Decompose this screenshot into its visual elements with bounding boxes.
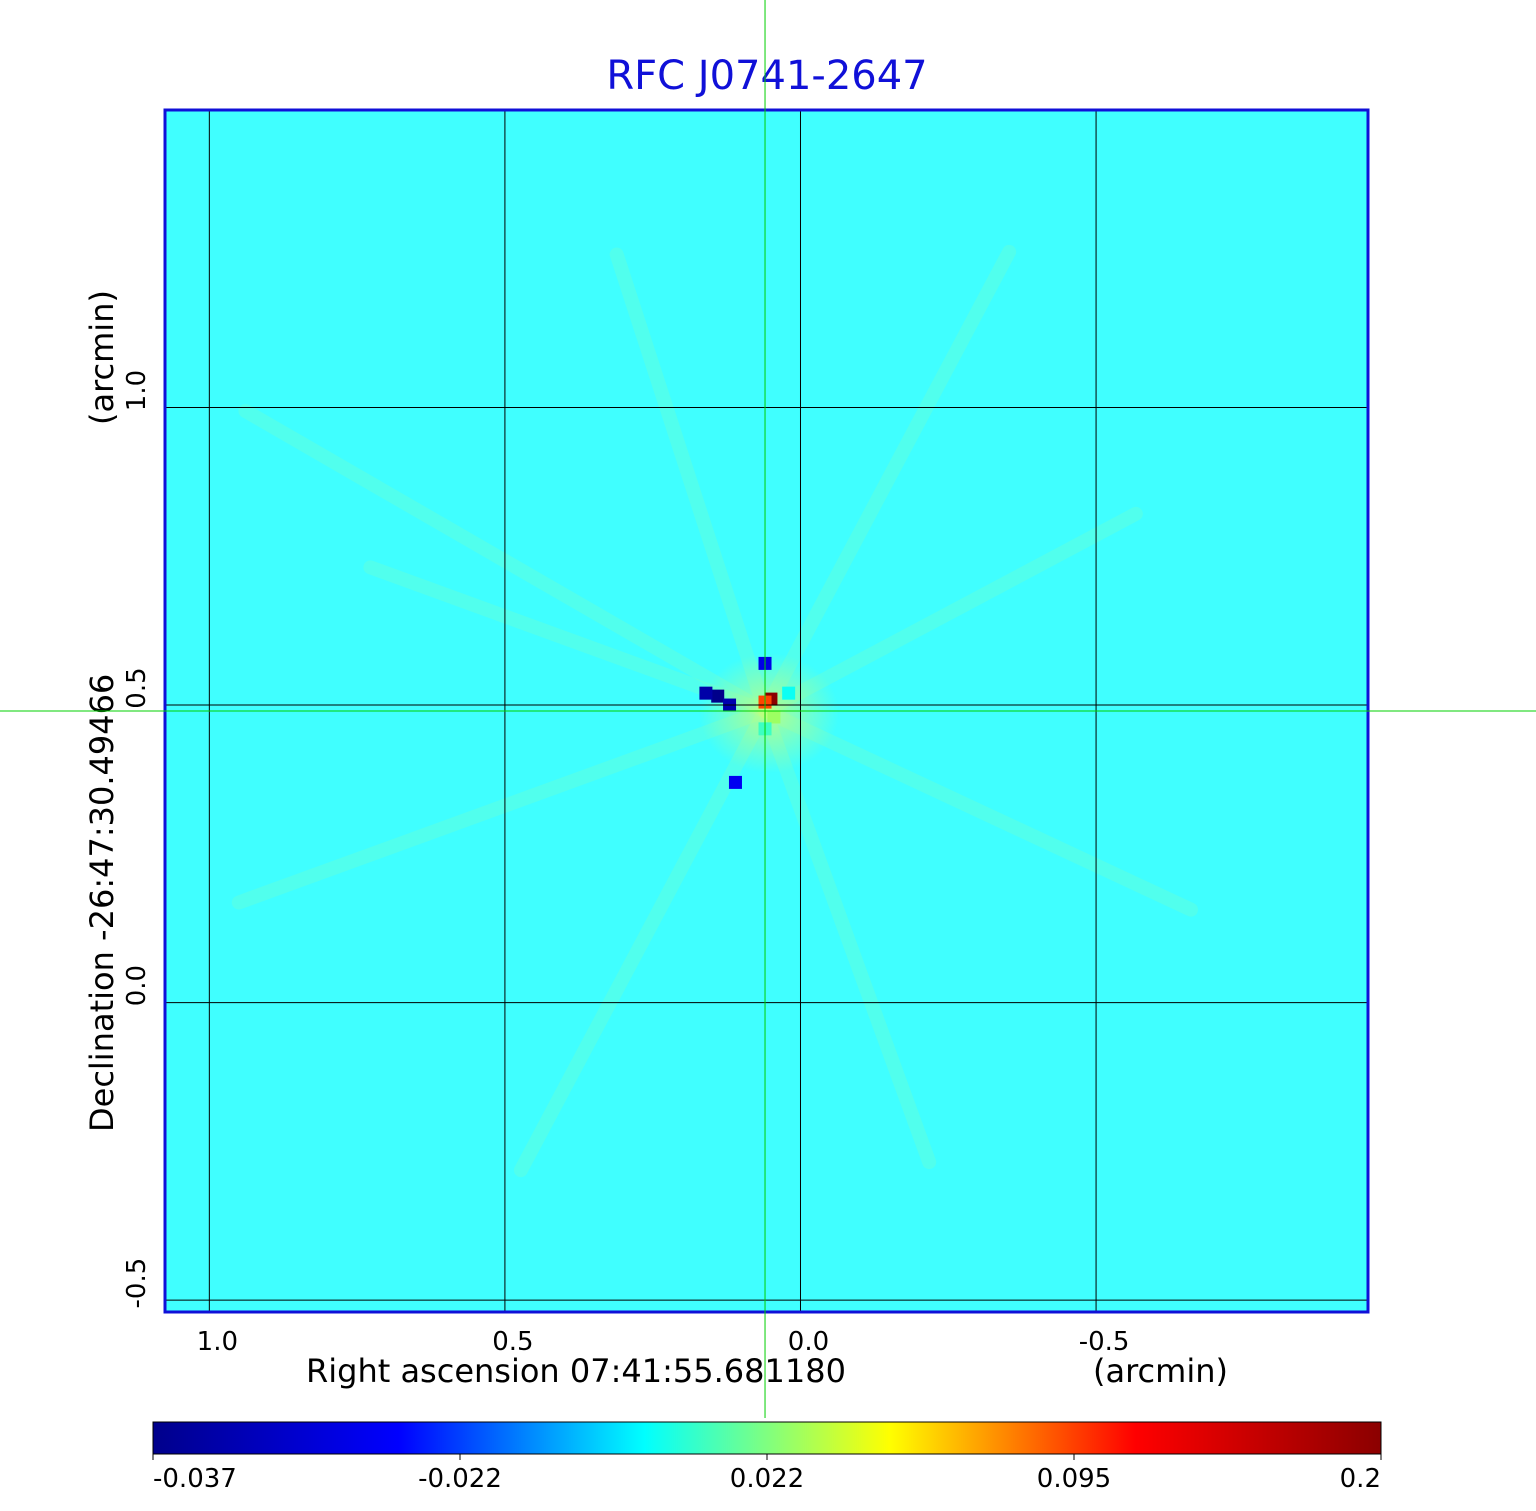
coordinate-grid <box>165 110 1368 1312</box>
sidelobe-streaks <box>231 244 1198 1178</box>
y-axis-label: Declination -26:47:30.49466 <box>83 674 121 1132</box>
x-axis-ticks: 1.0 0.5 0.0 -0.5 <box>197 1327 1130 1357</box>
colorbar <box>152 1421 1382 1455</box>
chart-title: RFC J0741-2647 <box>606 53 927 99</box>
sidelobe-streak <box>758 704 1198 917</box>
colorbar-ticks: -0.037 -0.022 0.022 0.095 0.2 <box>152 1454 1382 1494</box>
y-axis-unit: (arcmin) <box>83 290 121 425</box>
x-axis-label: Right ascension 07:41:55.681180 <box>306 1352 846 1390</box>
source-pixel <box>728 775 742 789</box>
sidelobe-streak <box>363 560 773 718</box>
x-tick-label: -0.5 <box>1079 1327 1130 1357</box>
sidelobe-streak <box>758 506 1143 718</box>
source-pixel <box>767 710 781 724</box>
x-axis-unit: (arcmin) <box>1093 1352 1228 1390</box>
colorbar-tick-label: 0.095 <box>1037 1464 1111 1494</box>
sidelobe-streak <box>609 247 773 718</box>
sidelobe-streak <box>758 244 1017 718</box>
y-tick-label: 0.5 <box>122 667 152 708</box>
crosshair <box>0 0 1536 1418</box>
y-tick-label: 1.0 <box>122 370 152 411</box>
colorbar-tick-label: 0.2 <box>1340 1464 1381 1494</box>
y-tick-label: -0.5 <box>122 1258 152 1309</box>
colorbar-tick-label: 0.022 <box>730 1464 804 1494</box>
x-tick-label: 0.0 <box>788 1327 829 1357</box>
x-tick-label: 0.5 <box>492 1327 533 1357</box>
colorbar-tick-label: -0.022 <box>418 1464 502 1494</box>
sidelobe-streak <box>513 704 773 1178</box>
source-pixel <box>782 686 796 700</box>
y-tick-label: 0.0 <box>122 965 152 1006</box>
source-pixel <box>699 686 713 700</box>
x-tick-label: 1.0 <box>197 1327 238 1357</box>
y-axis-ticks: -0.5 0.0 0.5 1.0 <box>122 370 152 1309</box>
sidelobe-streak <box>231 704 773 910</box>
sidelobe-streak <box>758 704 937 1170</box>
colorbar-tick-label: -0.037 <box>153 1464 237 1494</box>
source-pixel <box>711 689 725 703</box>
